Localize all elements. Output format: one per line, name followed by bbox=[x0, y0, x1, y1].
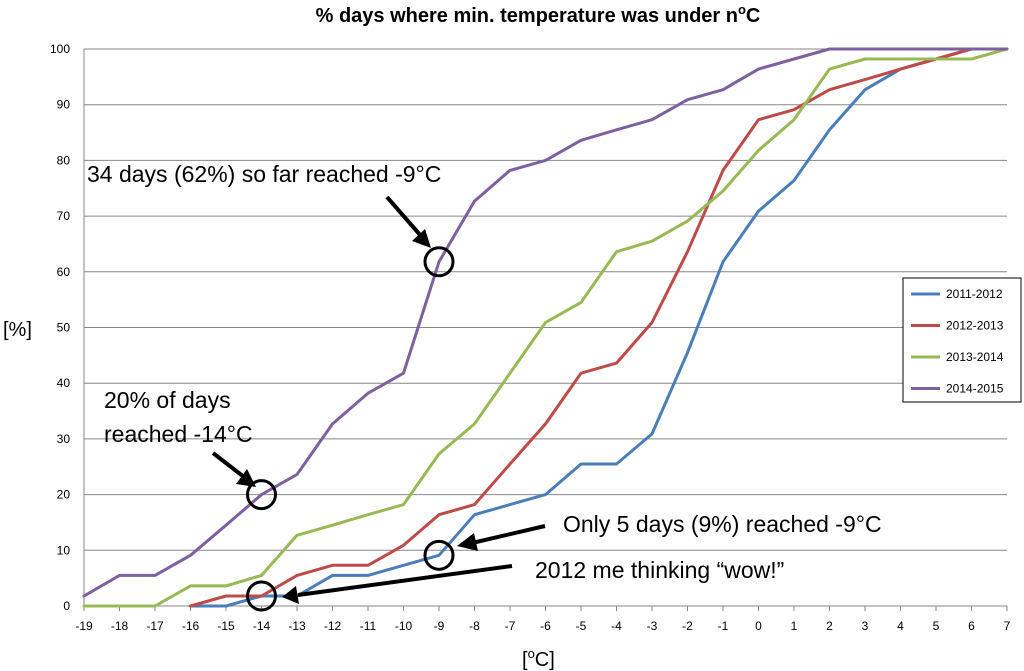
chart-title-unit: C bbox=[746, 5, 760, 27]
series-line-2014-2015 bbox=[82, 47, 1009, 598]
y-axis-label: [%] bbox=[3, 319, 32, 341]
x-tick-label: -6 bbox=[540, 619, 551, 633]
legend-label-2014-2015: 2014-2015 bbox=[946, 382, 1004, 396]
annotation-20-percent-line1: 20% of days bbox=[104, 387, 231, 413]
x-tick-label: -18 bbox=[111, 619, 129, 633]
annotation-20-percent-line2: reached -14°C bbox=[104, 421, 253, 447]
y-tick-label: 50 bbox=[57, 321, 71, 335]
y-tick-label: 20 bbox=[57, 488, 71, 502]
y-tick-label: 70 bbox=[57, 209, 71, 223]
x-tick-label: -14 bbox=[253, 619, 271, 633]
arrow-34-days-head bbox=[412, 229, 431, 248]
x-tick-label: -13 bbox=[288, 619, 306, 633]
axes bbox=[83, 49, 1008, 611]
chart-title-main: % days where min. temperature was under … bbox=[316, 5, 738, 27]
chart-title-superscript: o bbox=[738, 2, 746, 17]
legend-label-2011-2012: 2011-2012 bbox=[946, 287, 1003, 301]
gridlines bbox=[84, 48, 1007, 551]
annotation-only-5-days: Only 5 days (9%) reached -9°C bbox=[563, 511, 882, 537]
x-tick-label: -9 bbox=[434, 619, 445, 633]
x-tick-label: -1 bbox=[718, 619, 729, 633]
y-tick-label: 30 bbox=[57, 432, 71, 446]
legend-label-2012-2013: 2012-2013 bbox=[946, 319, 1004, 333]
chart-title: % days where min. temperature was under … bbox=[316, 2, 761, 27]
x-tick-label: -19 bbox=[75, 619, 93, 633]
y-tick-labels: 0 10 20 30 40 50 60 70 80 90 100 bbox=[50, 42, 70, 613]
highlight-circle bbox=[423, 246, 455, 278]
x-tick-label: -3 bbox=[647, 619, 658, 633]
x-tick-label: 3 bbox=[862, 619, 869, 633]
x-tick-label: -11 bbox=[360, 619, 377, 633]
arrow-only-5-days bbox=[471, 524, 546, 545]
y-tick-label: 90 bbox=[57, 98, 71, 112]
arrow-only-5-days-head bbox=[457, 533, 478, 551]
arrow-34-days bbox=[385, 195, 423, 238]
arrow-20-percent bbox=[211, 451, 246, 479]
x-tick-label: -5 bbox=[576, 619, 587, 633]
x-tick-label: -8 bbox=[469, 619, 480, 633]
x-tick-label: -7 bbox=[505, 619, 516, 633]
y-tick-label: 80 bbox=[57, 153, 71, 167]
arrow-2012-wow-head bbox=[282, 586, 299, 604]
y-tick-label: 60 bbox=[57, 265, 71, 279]
x-tick-label: 0 bbox=[755, 619, 762, 633]
x-axis-label-post: C] bbox=[535, 649, 555, 671]
highlight-circle bbox=[246, 479, 277, 511]
x-tick-label: -12 bbox=[324, 619, 342, 633]
x-axis-label: [oC] bbox=[522, 646, 555, 671]
legend: 2011-2012 2012-2013 2013-2014 2014-2015 bbox=[902, 277, 1022, 403]
x-tick-labels: -19 -18 -17 -16 -15 -14 -13 -12 -11 -10 -9 -8 -7 -6 -5… bbox=[75, 619, 1010, 633]
y-tick-label: 100 bbox=[50, 42, 70, 56]
arrow-20-percent-head bbox=[236, 469, 256, 487]
x-tick-label: 6 bbox=[968, 619, 975, 633]
x-axis-label-pre: [ bbox=[522, 649, 528, 671]
x-axis-label-superscript: o bbox=[528, 646, 535, 661]
x-tick-label: -10 bbox=[395, 619, 413, 633]
x-tick-label: 7 bbox=[1004, 619, 1011, 633]
x-tick-label: -16 bbox=[182, 619, 200, 633]
series-line-2012-2013 bbox=[189, 47, 1009, 608]
x-tick-label: 5 bbox=[933, 619, 940, 633]
annotation-34-days: 34 days (62%) so far reached -9°C bbox=[87, 161, 441, 187]
x-tick-label: 2 bbox=[826, 619, 833, 633]
series-line-2013-2014 bbox=[82, 47, 1009, 608]
series-line-2011-2012 bbox=[189, 47, 1009, 608]
annotation-2012-wow: 2012 me thinking “wow!” bbox=[535, 557, 784, 583]
highlight-circles bbox=[246, 246, 455, 612]
x-tick-label: -17 bbox=[146, 619, 164, 633]
highlight-circle bbox=[423, 539, 455, 571]
x-tick-label: -2 bbox=[682, 619, 693, 633]
highlight-circle bbox=[246, 580, 277, 612]
x-tick-label: -4 bbox=[611, 619, 622, 633]
legend-box bbox=[902, 277, 1022, 403]
series-lines bbox=[82, 47, 1009, 608]
arrow-2012-wow bbox=[297, 564, 513, 597]
y-tick-label: 0 bbox=[63, 599, 70, 613]
legend-label-2013-2014: 2013-2014 bbox=[946, 350, 1004, 364]
annotations: 34 days (62%) so far reached -9°C 20% of… bbox=[87, 161, 882, 604]
x-tick-label: 4 bbox=[897, 619, 904, 633]
x-tick-label: 1 bbox=[791, 619, 798, 633]
y-tick-label: 40 bbox=[57, 376, 71, 390]
x-tick-label: -15 bbox=[217, 619, 235, 633]
y-tick-label: 10 bbox=[57, 543, 71, 557]
